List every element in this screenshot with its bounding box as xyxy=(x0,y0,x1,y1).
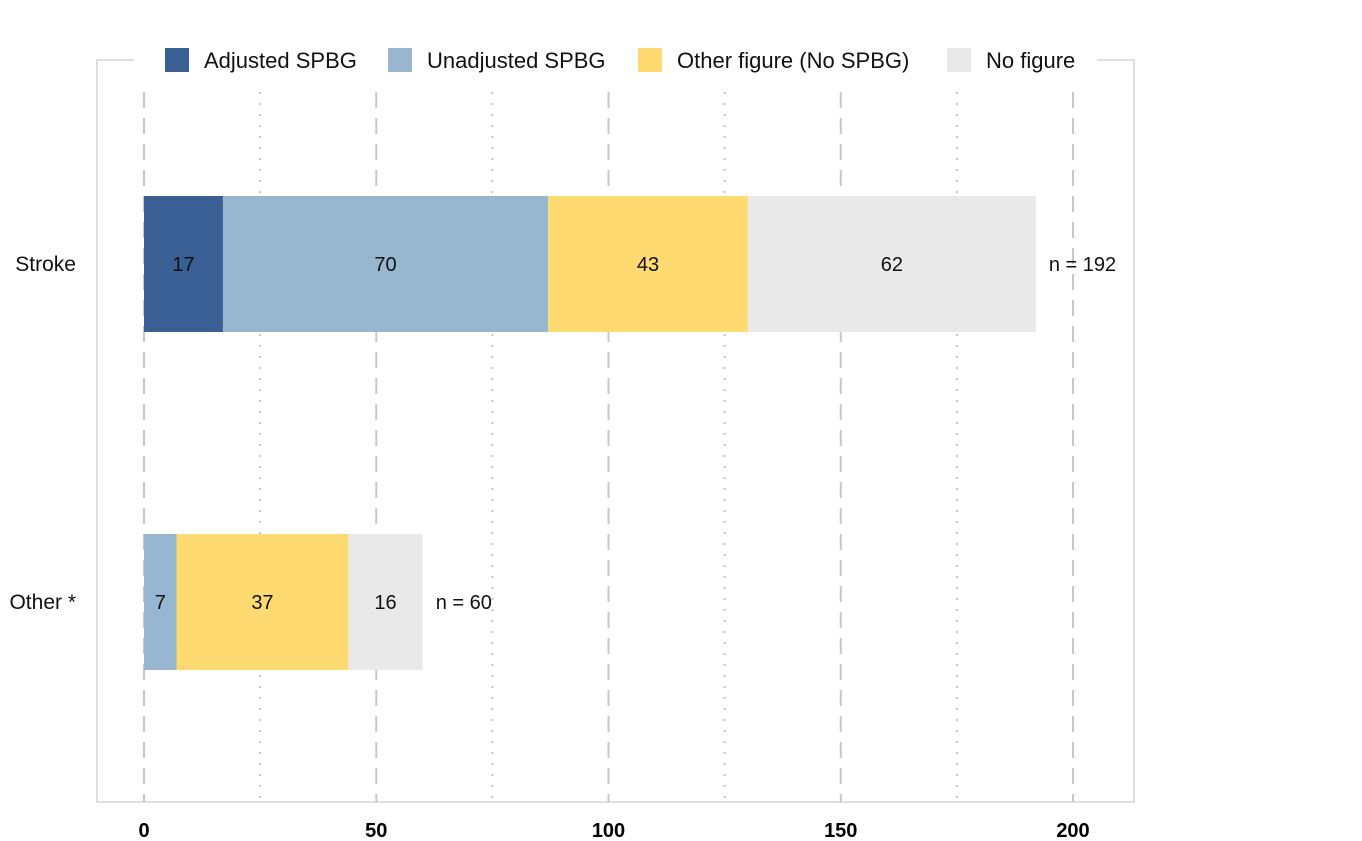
x-tick-label: 50 xyxy=(365,820,387,841)
bar-total-label: n = 192 xyxy=(1049,254,1116,276)
legend-swatch xyxy=(638,48,662,72)
panel-border xyxy=(96,59,1135,803)
legend-swatch xyxy=(947,48,971,72)
bar-value-label: 70 xyxy=(374,254,396,276)
x-tick-label: 100 xyxy=(592,820,625,841)
legend-label: Unadjusted SPBG xyxy=(427,48,606,73)
bar-value-label: 17 xyxy=(172,254,194,276)
bar-value-label: 16 xyxy=(374,592,396,614)
legend-label: No figure xyxy=(986,48,1075,73)
category-label: Stroke xyxy=(15,253,76,276)
bar-value-label: 37 xyxy=(251,592,273,614)
bar-segment xyxy=(144,196,223,332)
bar-segment xyxy=(144,534,177,670)
bar-value-label: 43 xyxy=(637,254,659,276)
bar-segment xyxy=(176,534,349,670)
legend-label: Adjusted SPBG xyxy=(204,48,357,73)
bar-segment xyxy=(747,196,1036,332)
bar-segment xyxy=(548,196,748,332)
x-tick-label: 200 xyxy=(1056,820,1089,841)
legend-label: Other figure (No SPBG) xyxy=(677,48,909,73)
bar-segment xyxy=(222,196,549,332)
legend-swatch xyxy=(388,48,412,72)
bar-value-label: 7 xyxy=(155,592,166,614)
bar-segment xyxy=(348,534,423,670)
legend-swatch xyxy=(165,48,189,72)
category-label: Other * xyxy=(9,591,76,614)
x-tick-label: 0 xyxy=(138,820,149,841)
bar-total-label: n = 60 xyxy=(436,592,492,614)
x-tick-label: 150 xyxy=(824,820,857,841)
bar-value-label: 62 xyxy=(881,254,903,276)
